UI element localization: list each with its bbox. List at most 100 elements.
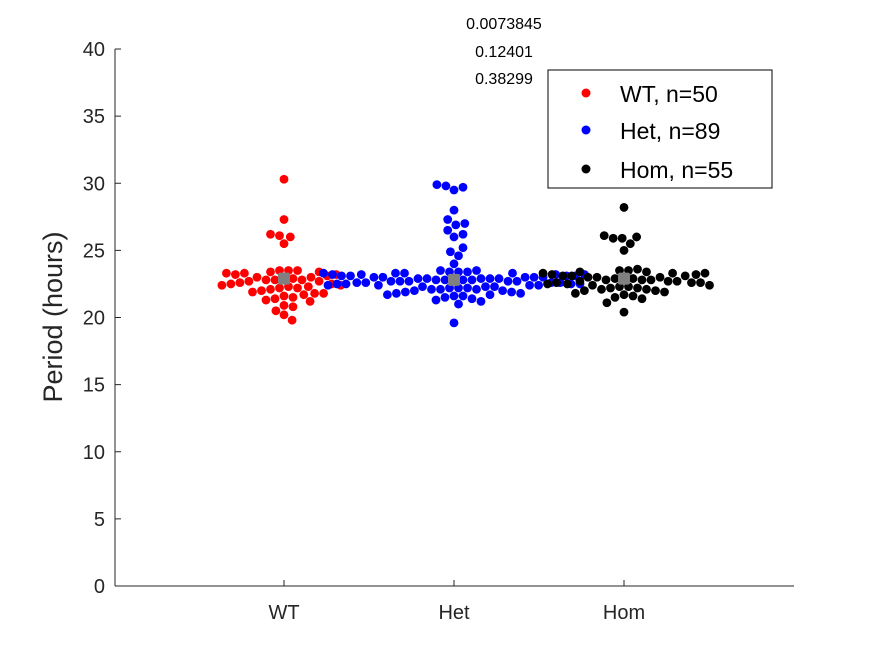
data-point-het [503,276,513,286]
data-point-het [361,278,371,287]
data-point-het [352,278,362,287]
data-point-het [400,268,409,278]
data-point-het [319,268,328,278]
p-value-label: 0.0073845 [466,16,542,33]
data-point-het [449,318,459,328]
data-point-hom [655,272,665,282]
mean-marker-hom [618,272,630,285]
data-point-hom [571,288,580,298]
data-point-wt [288,302,298,312]
data-point-het [463,267,472,277]
data-point-hom [660,287,669,297]
data-point-hom [625,239,635,249]
data-point-wt [266,284,275,294]
data-point-wt [261,295,271,305]
mean-marker-het [448,273,460,286]
data-point-wt [287,315,297,325]
y-tick-label: 40 [83,39,105,61]
data-point-het [507,287,516,297]
data-point-wt [248,287,257,297]
data-point-hom [705,280,714,290]
data-point-het [512,276,522,286]
data-point-wt [270,275,280,285]
y-tick-label: 10 [83,442,105,464]
data-point-hom [601,275,611,285]
data-point-wt [314,276,324,286]
data-point-het [436,284,445,294]
data-point-wt [305,296,315,306]
data-point-het [378,272,388,282]
y-tick-label: 35 [83,106,105,128]
data-point-wt [279,174,289,184]
data-point-hom [543,279,552,289]
mean-markers [278,272,630,286]
data-point-het [472,284,481,294]
legend-entry-label: WT, n=50 [620,81,718,107]
data-point-wt [293,266,302,275]
data-point-wt [285,232,295,242]
data-point-wt [279,239,289,249]
data-point-hom [646,275,656,285]
data-point-hom [651,286,660,296]
data-point-het [516,288,525,298]
data-point-hom [567,271,577,281]
data-point-het [440,292,450,302]
data-point-hom [633,283,642,293]
data-point-wt [279,291,289,301]
x-ticks: WT Het Hom [268,580,645,624]
data-point-het [418,282,427,292]
data-point-het [449,205,459,215]
data-point-het [485,274,495,283]
data-point-het [422,274,432,283]
data-point-hom [558,271,568,281]
x-tick-label: Het [438,602,470,624]
data-point-wt [235,278,245,287]
data-point-wt [270,294,280,304]
data-point-hom [608,233,618,243]
data-point-het [341,279,351,289]
data-point-hom [619,307,629,317]
y-ticks: 0 5 10 15 20 25 30 35 40 [83,39,121,598]
data-point-het [374,280,383,290]
data-point-wt [257,286,266,296]
legend-marker-het [581,125,591,135]
y-tick-label: 20 [83,308,105,330]
data-point-het [436,266,445,275]
data-point-wt [279,310,289,320]
data-point-hom [700,268,710,278]
data-point-wt [279,301,289,310]
data-point-het [346,271,355,281]
data-point-het [460,219,470,228]
y-tick-label: 0 [94,576,105,598]
legend-entry-label: Het, n=89 [620,118,720,144]
data-point-het [337,271,346,281]
data-point-hom [696,278,705,287]
data-point-hom [633,264,642,274]
data-point-wt [231,270,240,279]
legend-marker-wt [581,88,591,98]
data-point-het [413,274,423,283]
data-point-het [458,275,468,285]
data-points [217,174,714,328]
data-point-hom [619,290,629,300]
data-point-het [454,299,463,309]
data-point-hom [599,231,609,241]
data-point-wt [252,272,262,282]
data-point-het [449,232,459,242]
data-point-het [440,275,450,285]
data-point-hom [668,268,677,278]
y-tick-label: 30 [83,173,105,195]
data-point-het [443,215,453,224]
data-point-het [454,251,463,261]
data-point-het [534,280,543,290]
data-point-het [458,229,468,239]
data-point-het [458,291,468,301]
data-point-hom [583,272,593,282]
data-point-het [458,182,468,192]
data-point-hom [580,286,589,296]
data-point-wt [226,279,236,289]
data-point-het [472,266,481,275]
data-point-hom [610,292,620,302]
data-point-het [404,276,414,286]
